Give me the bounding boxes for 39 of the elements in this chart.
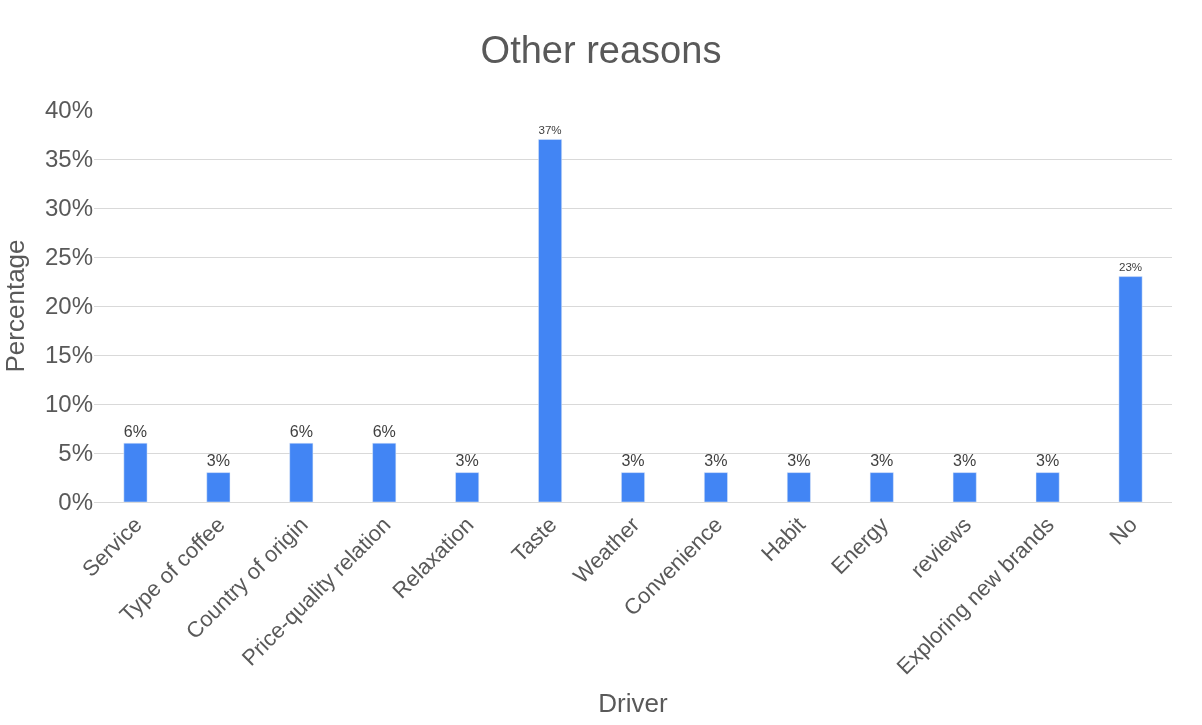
x-tick-label: No	[1104, 512, 1142, 550]
data-label: 6%	[372, 421, 396, 440]
bar	[1118, 276, 1143, 502]
y-tick-label: 25%	[44, 243, 93, 271]
data-label: 3%	[787, 450, 811, 469]
data-label: 3%	[704, 450, 728, 469]
y-tick-label: 5%	[58, 439, 93, 467]
chart-title: Other reasons	[480, 28, 722, 71]
x-axis-title: Driver	[598, 688, 668, 719]
bar	[123, 442, 148, 502]
y-tick-label: 40%	[44, 96, 93, 124]
data-label: 3%	[455, 450, 479, 469]
y-tick-label: 10%	[44, 390, 93, 418]
bar	[455, 472, 480, 502]
data-label: 3%	[206, 450, 230, 469]
y-tick-label: 0%	[58, 488, 93, 516]
data-label: 3%	[621, 450, 645, 469]
y-tick-label: 30%	[44, 194, 93, 222]
data-label: 37%	[538, 123, 562, 136]
y-axis-title: Percentage	[0, 239, 30, 373]
bar	[786, 472, 811, 502]
bar	[206, 472, 231, 502]
y-tick-label: 20%	[44, 292, 93, 320]
bar	[952, 472, 977, 502]
bar	[289, 442, 314, 502]
bar	[621, 472, 645, 502]
y-tick-label: 35%	[44, 145, 93, 173]
data-label: 3%	[1036, 450, 1060, 469]
data-label: 23%	[1118, 260, 1143, 273]
data-label: 6%	[123, 421, 148, 440]
bar	[869, 472, 894, 502]
data-label: 3%	[870, 450, 894, 469]
bar	[372, 442, 397, 502]
data-label: 6%	[289, 421, 313, 440]
bar	[1035, 472, 1060, 502]
bar	[538, 139, 562, 502]
y-tick-label: 15%	[44, 341, 93, 369]
bar	[704, 472, 728, 502]
data-label: 3%	[953, 450, 977, 469]
